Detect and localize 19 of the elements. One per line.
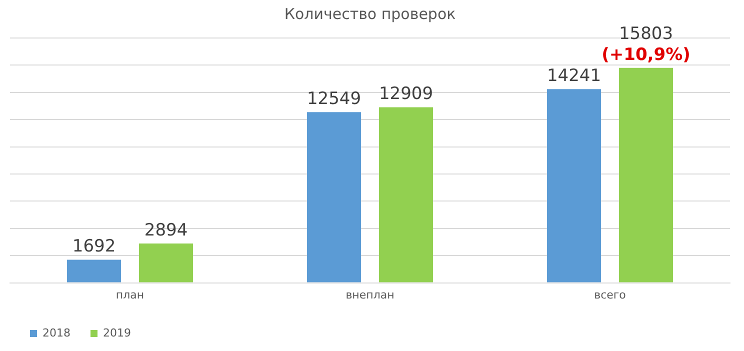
data-label: 15803 [618,24,674,44]
bar [67,260,121,282]
data-label: 2894 [144,220,188,240]
bar [139,243,193,282]
bar [379,107,433,282]
data-label: 12549 [306,89,362,110]
legend-label: 2019 [102,326,131,340]
legend-label: 2018 [42,326,70,340]
chart-title: Количество проверок [284,4,456,23]
annotation: (+10,9%) [602,44,690,65]
bar [547,89,601,282]
data-label: 1692 [72,236,116,257]
data-label: 12909 [378,84,434,104]
data-label: 14241 [546,66,602,86]
x-tick-label: план [116,288,144,302]
x-tick-label: внеплан [346,288,394,302]
bar [619,68,673,282]
bar [307,112,361,282]
x-tick-label: всего [594,288,626,302]
